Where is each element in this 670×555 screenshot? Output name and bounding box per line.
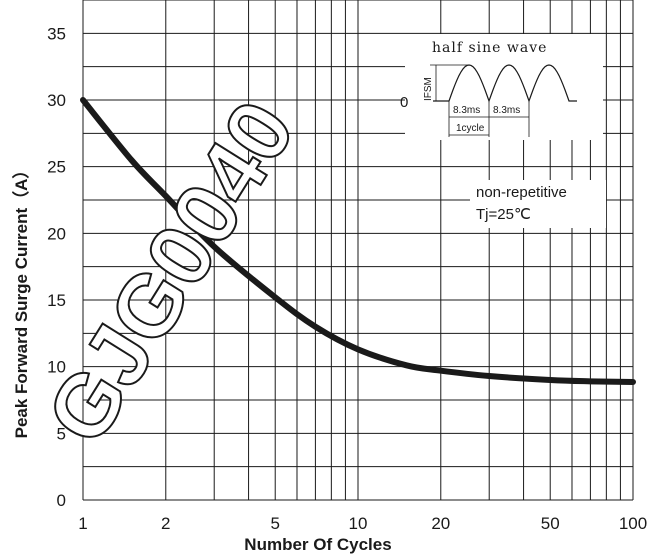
y-tick-label: 35 (47, 24, 66, 43)
x-tick-label: 20 (431, 514, 450, 533)
x-tick-label: 10 (349, 514, 368, 533)
x-tick-label: 1 (78, 514, 87, 533)
condition-temperature: Tj=25℃ (476, 206, 531, 223)
y-axis-title: Peak Forward Surge Current（A） (11, 162, 31, 439)
inset-title: half sine wave (432, 40, 547, 56)
series-line (80, 97, 636, 385)
y-tick-label: 0 (57, 491, 66, 510)
inset-period-b: 8.3ms (493, 105, 520, 116)
watermark: GJG0040 (27, 84, 313, 460)
y-tick-label: 30 (47, 91, 66, 110)
condition-box (470, 180, 606, 228)
x-tick-label: 5 (270, 514, 279, 533)
x-tick-label: 2 (161, 514, 170, 533)
inset-period-a: 8.3ms (453, 105, 480, 116)
inset-ifsm-label: IFSM (423, 77, 434, 101)
inset-cycle-label: 1cycle (456, 123, 485, 134)
condition-non-repetitive: non-repetitive (476, 184, 567, 201)
x-axis-title: Number Of Cycles (244, 535, 391, 554)
y-tick-label: 20 (47, 224, 66, 243)
inset-zero-label: 0 (400, 94, 408, 111)
half-sine-inset: half sine wave IFSM 0 8.3ms 8.3ms 1cycle (400, 40, 577, 137)
y-tick-label: 5 (57, 424, 66, 443)
x-tick-label: 50 (541, 514, 560, 533)
x-tick-label: 100 (619, 514, 647, 533)
y-tick-label: 15 (47, 291, 66, 310)
y-tick-label: 10 (47, 358, 66, 377)
inset-box (405, 34, 603, 140)
y-tick-label: 25 (47, 158, 66, 177)
